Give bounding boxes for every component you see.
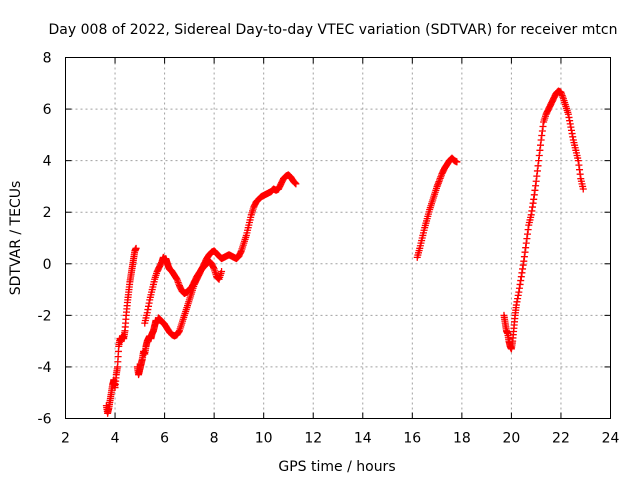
x-tick-label: 10 (255, 431, 273, 447)
y-tick-label: 6 (43, 102, 52, 118)
data-marks (102, 87, 587, 417)
x-axis-label: GPS time / hours (278, 459, 395, 475)
x-tick-label: 18 (453, 431, 471, 447)
x-tick-label: 6 (160, 431, 169, 447)
axis-ticks (65, 57, 611, 419)
series-arc-A (102, 244, 140, 417)
x-tick-label: 2 (61, 431, 70, 447)
grid-lines (65, 57, 611, 419)
x-tick-label: 22 (552, 431, 570, 447)
x-tick-label: 12 (304, 431, 322, 447)
x-tick-label: 8 (210, 431, 219, 447)
series-arc-C (141, 253, 226, 327)
y-tick-label: -2 (38, 308, 52, 324)
x-tick-label: 20 (502, 431, 520, 447)
x-tick-labels: 2 4 6 8 10 12 14 16 18 20 22 24 (61, 431, 619, 447)
data-point (292, 180, 300, 188)
y-tick-labels: -6 -4 -2 0 2 4 6 8 (38, 51, 52, 428)
y-tick-label: -6 (38, 412, 52, 428)
series-arc-E (500, 87, 587, 353)
data-point (132, 244, 140, 252)
x-tick-label: 16 (403, 431, 421, 447)
series-arc-D (413, 154, 461, 261)
data-point (218, 268, 226, 276)
series-arc-B (133, 171, 300, 379)
data-point (453, 158, 461, 166)
chart-title: Day 008 of 2022, Sidereal Day-to-day VTE… (49, 22, 618, 38)
y-tick-label: 4 (43, 154, 52, 170)
plot-frame (65, 57, 611, 419)
y-tick-label: 8 (43, 51, 52, 67)
x-tick-label: 24 (602, 431, 620, 447)
data-point (579, 185, 587, 193)
x-tick-label: 4 (111, 431, 120, 447)
y-tick-label: -4 (38, 360, 52, 376)
y-tick-label: 2 (43, 205, 52, 221)
y-axis-label: SDTVAR / TECUs (8, 181, 24, 296)
y-tick-label: 0 (43, 257, 52, 273)
x-tick-label: 14 (354, 431, 372, 447)
